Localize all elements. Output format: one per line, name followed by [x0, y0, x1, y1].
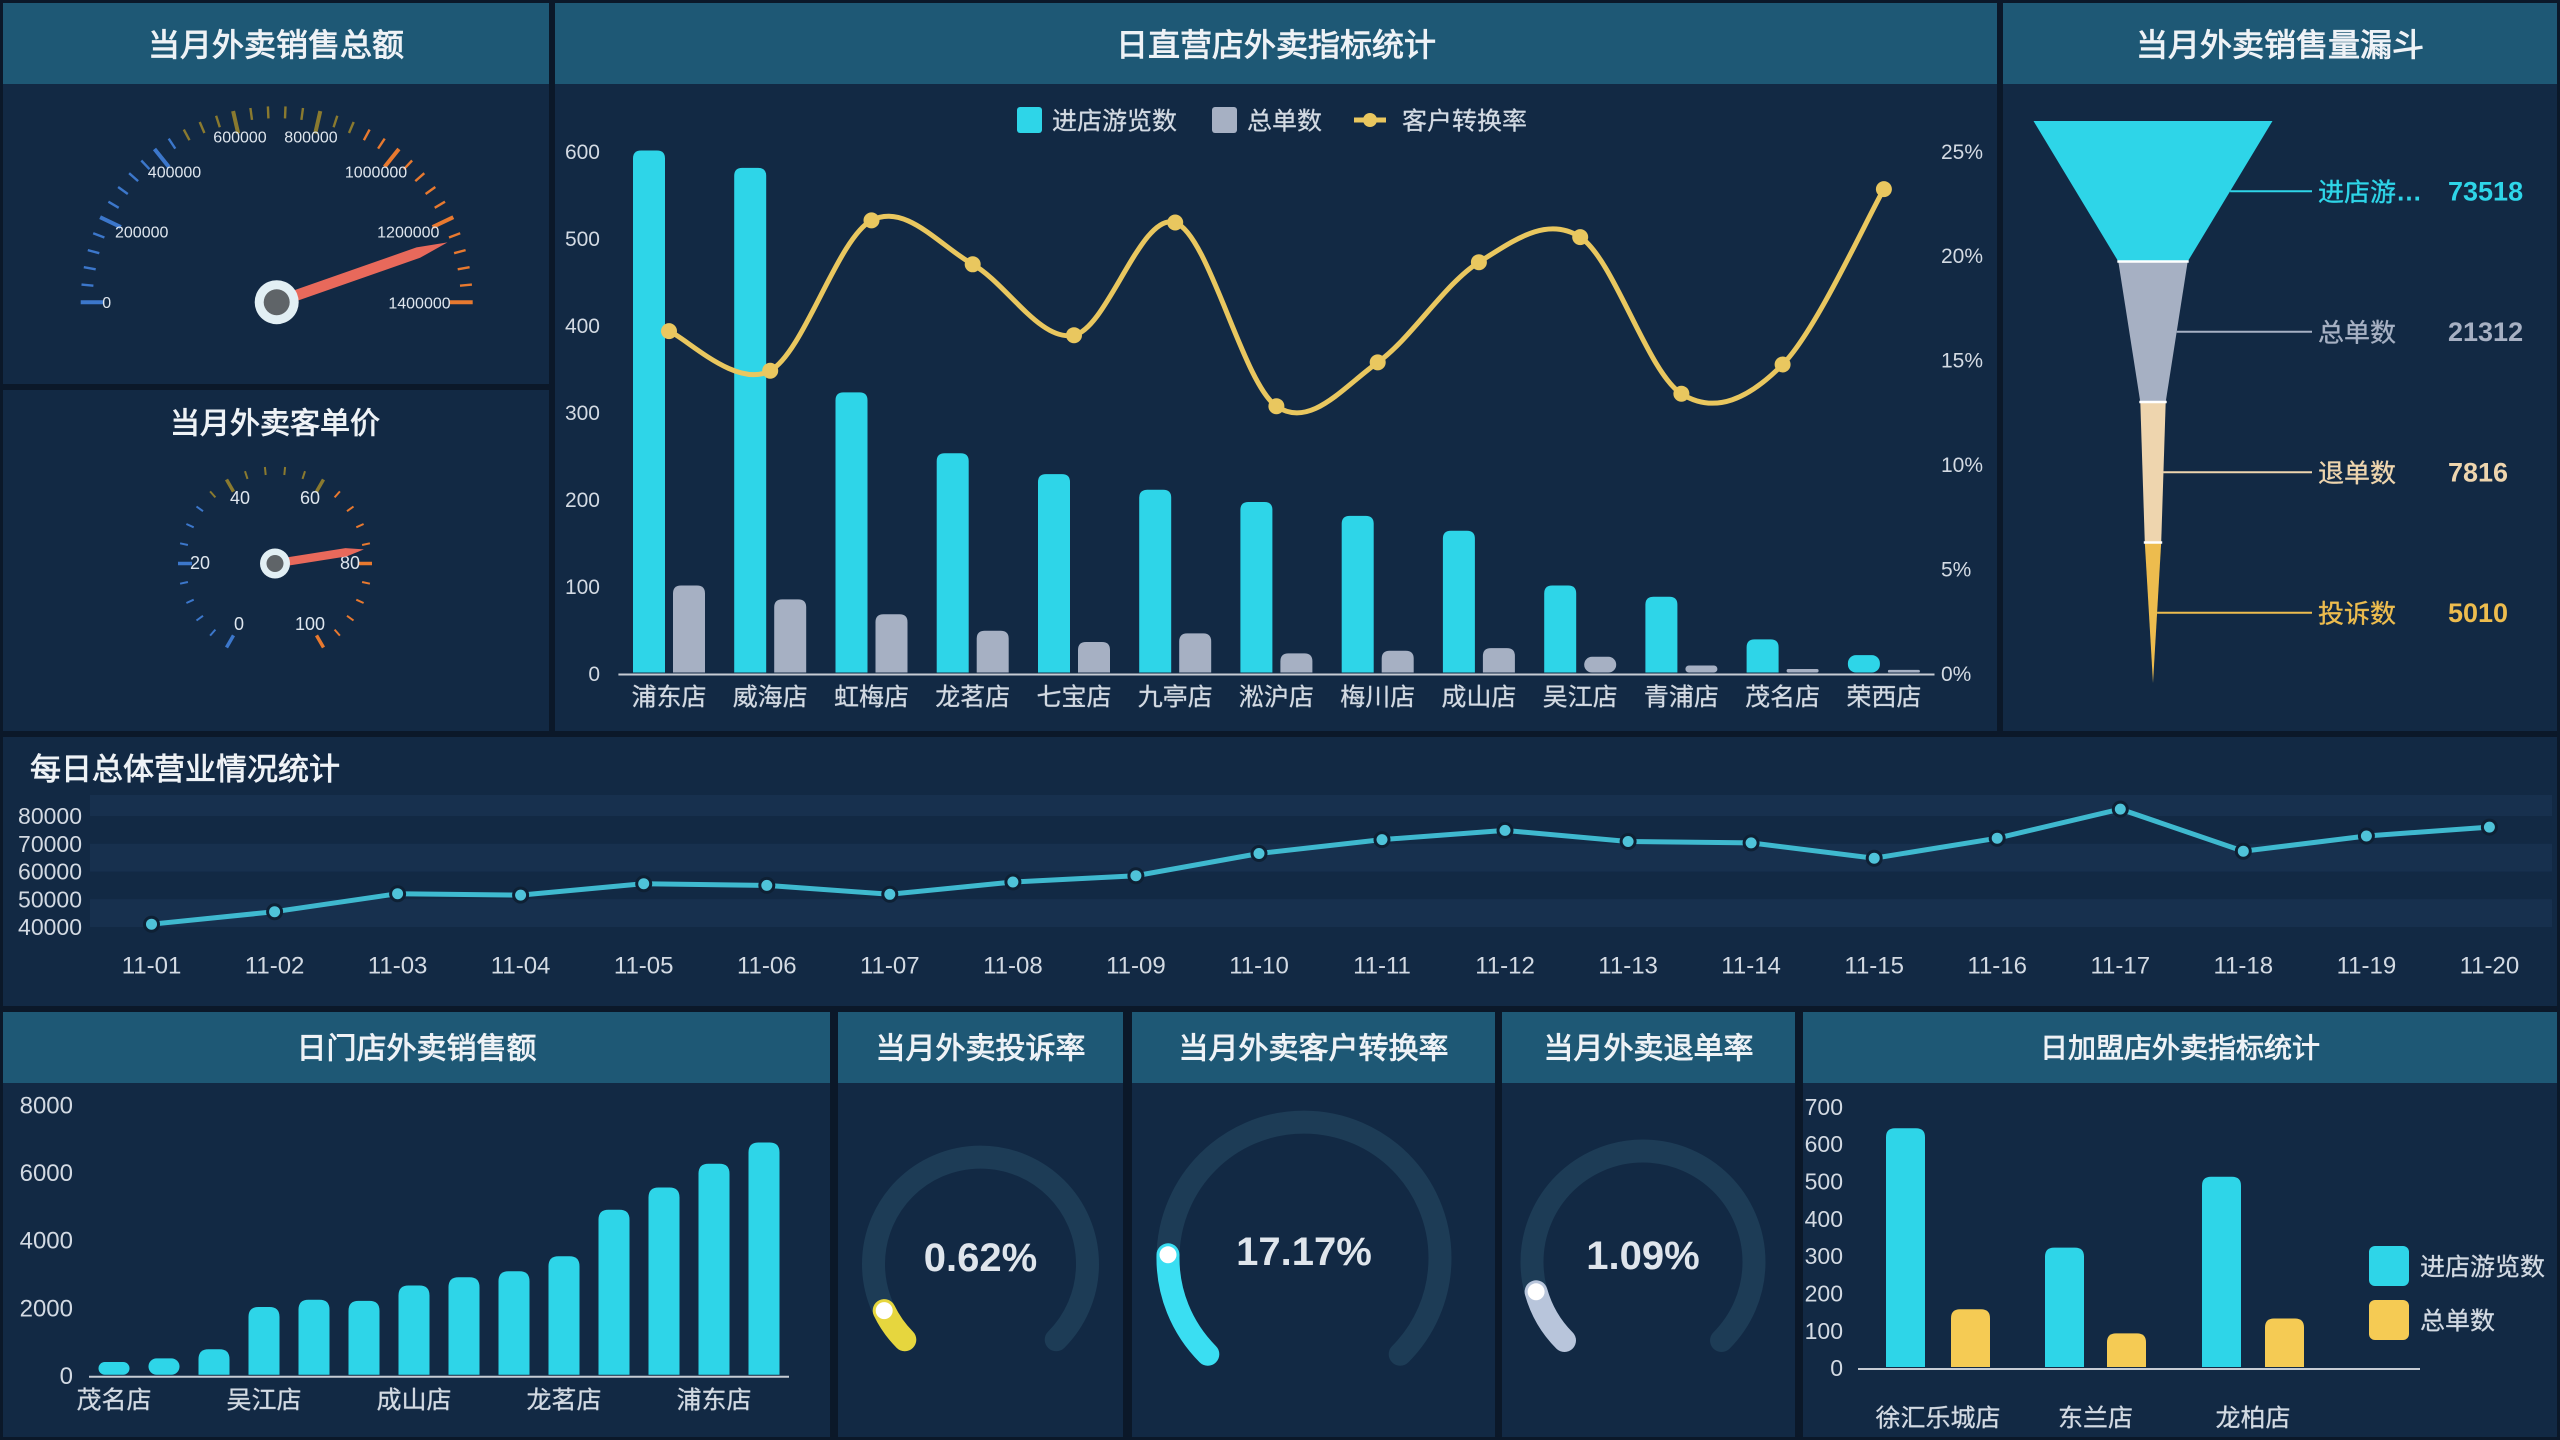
svg-text:60: 60	[300, 488, 320, 508]
svg-text:11-15: 11-15	[1844, 952, 1904, 979]
svg-text:0.62%: 0.62%	[924, 1236, 1037, 1280]
svg-text:11-13: 11-13	[1598, 952, 1658, 979]
svg-text:11-03: 11-03	[368, 952, 428, 979]
svg-text:11-17: 11-17	[2090, 952, 2150, 979]
svg-text:11-09: 11-09	[1106, 952, 1166, 979]
svg-text:11-16: 11-16	[1967, 952, 2027, 979]
svg-text:40000: 40000	[18, 914, 82, 940]
svg-text:11-02: 11-02	[245, 952, 305, 979]
svg-text:0: 0	[102, 295, 111, 312]
svg-text:1400000: 1400000	[388, 295, 450, 312]
svg-text:11-01: 11-01	[122, 952, 182, 979]
svg-text:5010: 5010	[2448, 598, 2508, 628]
svg-text:300: 300	[1805, 1243, 1843, 1269]
svg-text:70000: 70000	[18, 831, 82, 857]
svg-text:80: 80	[340, 553, 360, 573]
svg-text:1.09%: 1.09%	[1586, 1234, 1699, 1278]
svg-text:21312: 21312	[2448, 317, 2523, 347]
svg-text:…: …	[2396, 176, 2422, 206]
svg-text:11-06: 11-06	[737, 952, 797, 979]
svg-text:0: 0	[60, 1363, 73, 1390]
svg-text:11-20: 11-20	[2460, 952, 2520, 979]
svg-text:11-04: 11-04	[491, 952, 551, 979]
svg-text:0: 0	[1830, 1355, 1843, 1381]
svg-text:25%: 25%	[1941, 141, 1983, 164]
svg-text:100: 100	[565, 576, 600, 599]
svg-text:7816: 7816	[2448, 458, 2508, 488]
svg-text:17.17%: 17.17%	[1236, 1230, 1372, 1274]
svg-text:1000000: 1000000	[345, 164, 407, 181]
svg-text:200000: 200000	[115, 224, 168, 241]
svg-text:20: 20	[190, 553, 210, 573]
svg-text:600000: 600000	[213, 130, 266, 147]
svg-text:20%: 20%	[1941, 245, 1983, 268]
svg-text:1200000: 1200000	[377, 224, 439, 241]
svg-text:100: 100	[295, 614, 325, 634]
svg-text:600: 600	[565, 141, 600, 164]
svg-text:5%: 5%	[1941, 559, 1971, 582]
svg-text:0: 0	[588, 663, 600, 686]
svg-text:0%: 0%	[1941, 663, 1971, 686]
svg-text:15%: 15%	[1941, 350, 1983, 373]
svg-text:40: 40	[230, 488, 250, 508]
svg-text:400000: 400000	[148, 164, 201, 181]
svg-text:400: 400	[1805, 1206, 1843, 1232]
svg-text:200: 200	[565, 489, 600, 512]
svg-text:600: 600	[1805, 1131, 1843, 1157]
svg-text:8000: 8000	[20, 1092, 73, 1119]
svg-text:11-19: 11-19	[2337, 952, 2397, 979]
svg-text:500: 500	[565, 228, 600, 251]
svg-text:0: 0	[234, 614, 244, 634]
svg-text:4000: 4000	[20, 1228, 73, 1255]
svg-text:73518: 73518	[2448, 177, 2523, 207]
svg-text:11-18: 11-18	[2213, 952, 2273, 979]
svg-text:10%: 10%	[1941, 454, 1983, 477]
svg-text:800000: 800000	[284, 130, 337, 147]
svg-text:2000: 2000	[20, 1295, 73, 1322]
svg-text:300: 300	[565, 402, 600, 425]
svg-text:200: 200	[1805, 1281, 1843, 1307]
svg-text:100: 100	[1805, 1318, 1843, 1344]
svg-text:700: 700	[1805, 1094, 1843, 1120]
svg-text:11-05: 11-05	[614, 952, 674, 979]
svg-text:500: 500	[1805, 1169, 1843, 1195]
svg-text:11-14: 11-14	[1721, 952, 1781, 979]
svg-text:11-11: 11-11	[1353, 952, 1411, 979]
svg-text:400: 400	[565, 315, 600, 338]
svg-text:11-10: 11-10	[1229, 952, 1289, 979]
svg-text:6000: 6000	[20, 1160, 73, 1187]
svg-text:50000: 50000	[18, 886, 82, 912]
svg-text:11-07: 11-07	[860, 952, 920, 979]
svg-text:80000: 80000	[18, 803, 82, 829]
svg-text:11-12: 11-12	[1475, 952, 1535, 979]
svg-text:60000: 60000	[18, 859, 82, 885]
svg-text:11-08: 11-08	[983, 952, 1043, 979]
